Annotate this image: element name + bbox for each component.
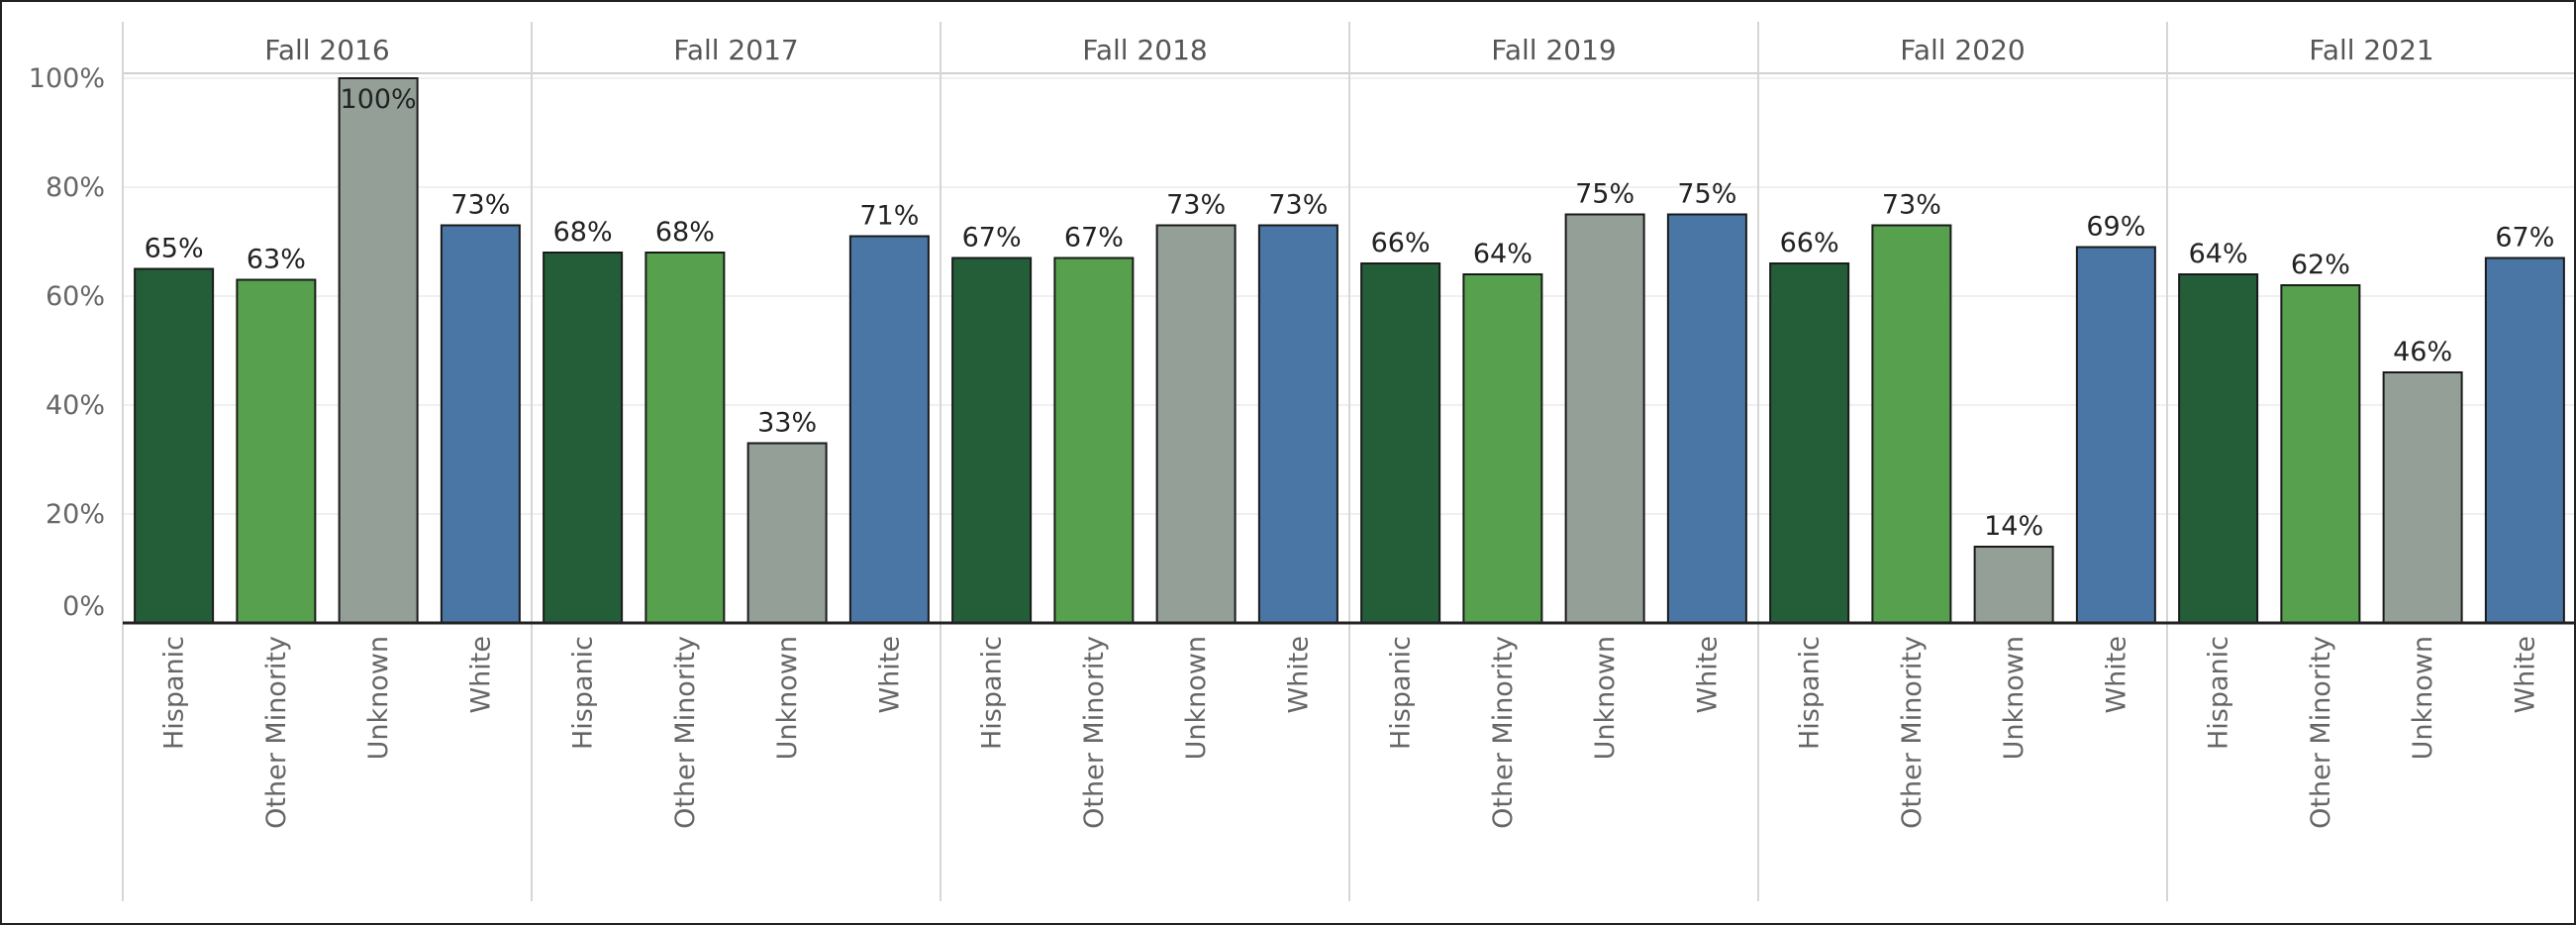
bar [1462, 273, 1543, 624]
data-label: 75% [1575, 179, 1635, 210]
bar [1257, 224, 1338, 624]
data-label: 46% [2393, 337, 2452, 367]
panel-header-label: Fall 2018 [1082, 34, 1207, 66]
category-label: Other Minority [1897, 636, 1928, 829]
bar [543, 252, 624, 624]
category-label: Unknown [772, 636, 803, 760]
bar [1564, 213, 1645, 624]
data-label: 66% [1371, 228, 1431, 258]
data-label: 66% [1780, 228, 1839, 258]
panel-header-label: Fall 2020 [1900, 34, 2025, 66]
data-label: 73% [1268, 190, 1328, 221]
data-label: 67% [1064, 223, 1124, 254]
bar [2178, 273, 2259, 624]
bar [2075, 246, 2156, 624]
bar [1360, 262, 1441, 624]
data-label: 73% [1882, 190, 1941, 221]
category-label: White [1692, 636, 1723, 714]
bar [746, 442, 828, 624]
category-label: Other Minority [1488, 636, 1519, 829]
data-label: 33% [757, 408, 817, 439]
panel-header-label: Fall 2019 [1491, 34, 1616, 66]
data-label: 67% [2495, 223, 2554, 254]
category-label: Unknown [1999, 636, 2030, 760]
data-label: 69% [2086, 212, 2145, 243]
bar [2484, 257, 2565, 624]
category-label: Hispanic [2204, 636, 2234, 750]
bar [848, 235, 930, 624]
category-label: White [2510, 636, 2540, 714]
bar [1666, 213, 1747, 624]
y-tick-label: 60% [46, 281, 105, 312]
bar [236, 278, 317, 624]
bar [1973, 546, 2054, 624]
category-label: Other Minority [2306, 636, 2336, 829]
data-label: 71% [859, 201, 919, 232]
panel-header-label: Fall 2021 [2309, 34, 2433, 66]
bar [951, 257, 1033, 624]
data-label: 100% [341, 84, 417, 115]
bar [134, 267, 215, 624]
y-tick-label: 80% [46, 172, 105, 203]
category-label: Other Minority [261, 636, 292, 829]
y-tick-label: 0% [62, 591, 105, 622]
category-label: Hispanic [977, 636, 1008, 750]
category-label: Unknown [1590, 636, 1621, 760]
data-label: 68% [655, 217, 715, 248]
bar [1053, 257, 1135, 624]
category-label: Unknown [2408, 636, 2438, 760]
bar [1155, 224, 1237, 624]
data-label: 73% [450, 190, 510, 221]
data-label: 62% [2291, 250, 2350, 280]
category-label: Hispanic [159, 636, 190, 750]
bar [1871, 224, 1952, 624]
bar [338, 77, 419, 624]
data-label: 64% [1473, 239, 1533, 269]
data-label: 68% [553, 217, 613, 248]
data-label: 65% [145, 234, 204, 264]
panel-header-label: Fall 2016 [264, 34, 389, 66]
category-label: White [1283, 636, 1314, 714]
category-label: Other Minority [1079, 636, 1110, 829]
y-tick-label: 40% [46, 390, 105, 421]
data-label: 73% [1166, 190, 1226, 221]
bar [2382, 371, 2463, 624]
data-label: 67% [962, 223, 1022, 254]
category-label: White [465, 636, 496, 714]
data-label: 64% [2189, 239, 2248, 269]
bar [2280, 284, 2361, 624]
data-label: 63% [247, 245, 306, 275]
category-label: Hispanic [568, 636, 599, 750]
y-tick-label: 100% [29, 63, 105, 94]
bar [440, 224, 521, 624]
data-label: 14% [1984, 511, 2043, 542]
category-label: Unknown [363, 636, 394, 760]
category-label: White [874, 636, 905, 714]
category-label: White [2101, 636, 2131, 714]
category-label: Other Minority [670, 636, 701, 829]
category-label: Hispanic [1386, 636, 1417, 750]
category-label: Hispanic [1795, 636, 1826, 750]
panel-header-label: Fall 2017 [673, 34, 798, 66]
data-label: 75% [1677, 179, 1736, 210]
bar [1769, 262, 1850, 624]
y-tick-label: 20% [46, 499, 105, 530]
bar [644, 252, 726, 624]
category-label: Unknown [1181, 636, 1212, 760]
